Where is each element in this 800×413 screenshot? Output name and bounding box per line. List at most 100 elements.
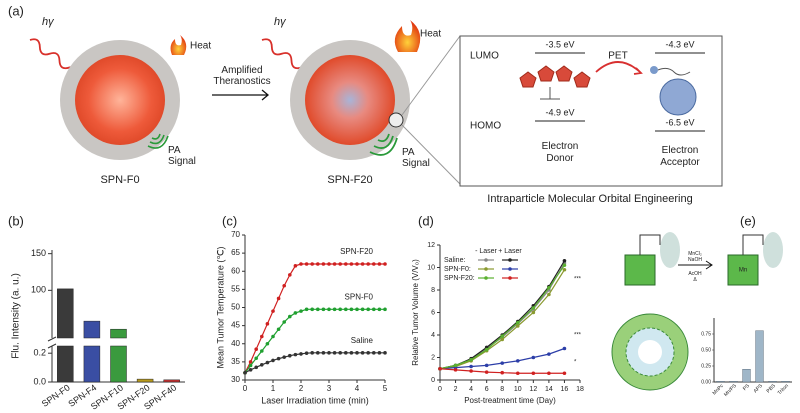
point xyxy=(515,359,520,363)
peg-highlight xyxy=(660,232,680,268)
point xyxy=(438,366,442,371)
bar xyxy=(742,369,751,383)
y-tick-label: 2 xyxy=(431,354,435,361)
y-axis-label: Mean Tumor Temperature (℃) xyxy=(215,247,225,369)
point xyxy=(349,307,354,312)
point xyxy=(469,357,473,362)
point xyxy=(254,347,258,351)
x-tick-label: 0 xyxy=(438,386,442,393)
series-label: Saline xyxy=(351,336,374,345)
y-axis-label: Flu. Intensity (a. u.) xyxy=(11,273,22,359)
x-tick-label: 18 xyxy=(576,386,584,393)
point xyxy=(293,311,298,315)
point xyxy=(310,351,315,355)
y-tick-label: 30 xyxy=(231,375,240,384)
panel-label: (d) xyxy=(418,213,434,228)
point xyxy=(547,292,551,297)
zoom-lines xyxy=(401,35,461,185)
point xyxy=(248,368,253,372)
axes xyxy=(713,318,792,383)
point xyxy=(366,262,371,266)
y-axis-label: Relative Tumor Volume (V/V₀) xyxy=(411,259,420,366)
peg-highlight xyxy=(763,232,783,268)
point xyxy=(360,262,365,266)
particle-name: SPN-F0 xyxy=(100,174,139,186)
x-tick-label: APS xyxy=(753,383,765,395)
point xyxy=(276,327,281,332)
linker xyxy=(742,234,764,255)
point xyxy=(321,307,326,312)
series-label: SPN-F20 xyxy=(340,247,373,256)
linker xyxy=(639,234,661,255)
point xyxy=(484,347,489,352)
point xyxy=(299,309,303,313)
point xyxy=(531,310,536,315)
heat-label: Heat xyxy=(420,29,441,40)
point xyxy=(355,307,359,312)
legend-marker xyxy=(508,267,512,271)
y-tick-label: 50 xyxy=(231,303,240,312)
point xyxy=(338,262,343,266)
nanoparticle-center xyxy=(638,340,662,364)
y-tick-label: 0.50 xyxy=(701,347,711,353)
bar xyxy=(755,330,764,383)
heat-icon xyxy=(170,35,187,55)
point xyxy=(562,263,567,268)
y-tick-label: 150 xyxy=(31,248,46,258)
x-tick-label: 8 xyxy=(500,386,504,393)
point xyxy=(360,351,365,355)
panel-label: (e) xyxy=(740,213,756,228)
legend-marker xyxy=(484,276,488,280)
molecule-scheme: Mn xyxy=(611,232,783,391)
point xyxy=(531,306,536,310)
y-tick-label: 0.75 xyxy=(701,331,711,337)
panel-label: (a) xyxy=(8,3,24,18)
bar xyxy=(768,381,777,383)
point xyxy=(276,296,281,301)
reagent-line: Δ xyxy=(693,277,697,283)
point xyxy=(562,346,567,351)
bar-base xyxy=(110,345,127,383)
point xyxy=(515,324,520,328)
legend-header: - Laser xyxy=(475,248,497,255)
energy-label: -3.5 eV xyxy=(545,39,574,49)
point xyxy=(355,262,359,266)
lumo-label: LUMO xyxy=(470,51,499,62)
arrow-label-line: Amplified xyxy=(221,65,262,76)
x-tick-label: 10 xyxy=(514,386,522,393)
pa-label-line: Signal xyxy=(168,156,196,167)
point xyxy=(304,351,309,355)
y-tick-label: 60 xyxy=(231,266,240,275)
point xyxy=(500,334,505,338)
series-label: SPN-F0 xyxy=(345,292,374,301)
point xyxy=(276,356,281,361)
point xyxy=(344,307,348,312)
x-tick-label: PBS xyxy=(766,383,778,395)
x-tick-label: 3 xyxy=(327,384,332,393)
series-line xyxy=(439,269,565,370)
series-line xyxy=(244,263,385,374)
y-tick-label: 12 xyxy=(427,242,435,249)
y-tick-label: 45 xyxy=(231,321,240,330)
point xyxy=(547,371,551,376)
point xyxy=(248,360,253,364)
point xyxy=(547,285,551,290)
x-tick-label: 6 xyxy=(485,386,489,393)
x-tick-label: 1 xyxy=(271,384,276,393)
bar xyxy=(136,378,154,383)
point xyxy=(260,334,264,339)
homo-label: HOMO xyxy=(470,121,501,132)
point xyxy=(531,355,536,360)
point xyxy=(344,351,348,355)
y-tick-label: 8 xyxy=(431,287,435,294)
arrow-label: Amplified Theranostics xyxy=(213,65,270,87)
point xyxy=(282,283,287,288)
x-tick-label: 4 xyxy=(355,384,360,393)
point xyxy=(254,365,258,370)
point xyxy=(469,364,473,369)
y-tick-label: 4 xyxy=(431,332,435,339)
point xyxy=(310,262,315,266)
legend-marker xyxy=(508,258,512,262)
x-tick-label: 12 xyxy=(529,386,537,393)
